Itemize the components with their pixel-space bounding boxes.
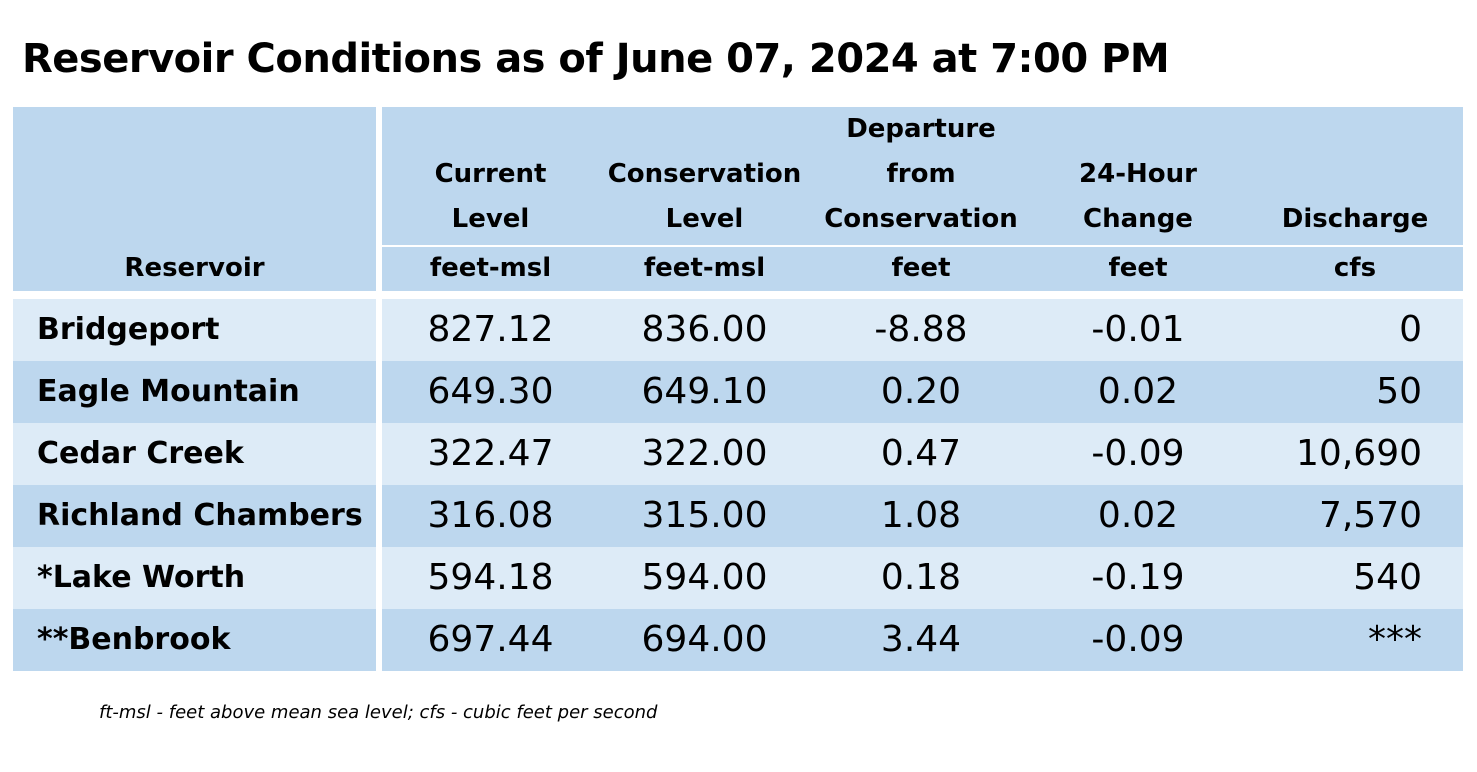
table-row: *Lake Worth 594.18 594.00 0.18 -0.19 540 bbox=[13, 547, 1463, 609]
unit-departure: feet bbox=[891, 253, 951, 283]
discharge-value: 540 bbox=[1353, 557, 1422, 598]
table-row: Bridgeport 827.12 836.00 -8.88 -0.01 0 bbox=[13, 299, 1463, 361]
header-reservoir: Reservoir bbox=[124, 253, 265, 283]
departure-value: 3.44 bbox=[880, 619, 962, 660]
conservation-level-value: 315.00 bbox=[641, 495, 768, 536]
discharge-value: 0 bbox=[1399, 309, 1422, 350]
change-value: -0.01 bbox=[1091, 309, 1185, 350]
table-row: **Benbrook 697.44 694.00 3.44 -0.09 *** bbox=[13, 609, 1463, 671]
departure-value: 0.47 bbox=[880, 433, 962, 474]
table-row: Eagle Mountain 649.30 649.10 0.20 0.02 5… bbox=[13, 361, 1463, 423]
reservoir-name: Eagle Mountain bbox=[37, 374, 300, 409]
conservation-level-value: 836.00 bbox=[641, 309, 768, 350]
departure-value: -8.88 bbox=[874, 309, 968, 350]
header-departure: Departure from Conservation bbox=[824, 114, 1018, 234]
current-level-value: 322.47 bbox=[427, 433, 554, 474]
reservoir-name: Bridgeport bbox=[37, 312, 220, 347]
departure-value: 0.20 bbox=[880, 371, 962, 412]
header-discharge: Discharge bbox=[1281, 204, 1429, 234]
conservation-level-value: 594.00 bbox=[641, 557, 768, 598]
discharge-value: 10,690 bbox=[1296, 433, 1422, 474]
discharge-value: 7,570 bbox=[1318, 495, 1422, 536]
current-level-value: 594.18 bbox=[427, 557, 554, 598]
header-unit-divider bbox=[382, 245, 1463, 247]
column-divider bbox=[376, 547, 382, 609]
unit-discharge: cfs bbox=[1333, 253, 1377, 283]
reservoir-name: **Benbrook bbox=[37, 622, 231, 657]
current-level-value: 316.08 bbox=[427, 495, 554, 536]
table-row: Cedar Creek 322.47 322.00 0.47 -0.09 10,… bbox=[13, 423, 1463, 485]
reservoir-table: Reservoir Current Level feet-msl Conserv… bbox=[13, 107, 1463, 671]
column-divider bbox=[376, 299, 382, 361]
unit-24-hour-change: feet bbox=[1108, 253, 1168, 283]
column-divider bbox=[376, 361, 382, 423]
change-value: -0.09 bbox=[1091, 433, 1185, 474]
column-divider bbox=[376, 107, 382, 291]
column-divider bbox=[376, 423, 382, 485]
column-divider bbox=[376, 609, 382, 671]
current-level-value: 827.12 bbox=[427, 309, 554, 350]
reservoir-name: Cedar Creek bbox=[37, 436, 244, 471]
departure-value: 1.08 bbox=[880, 495, 962, 536]
change-value: -0.19 bbox=[1091, 557, 1185, 598]
header-current-level: Current Level bbox=[434, 159, 547, 234]
change-value: 0.02 bbox=[1097, 371, 1179, 412]
header-24-hour-change: 24-Hour Change bbox=[1079, 159, 1197, 234]
conservation-level-value: 694.00 bbox=[641, 619, 768, 660]
reservoir-name: *Lake Worth bbox=[37, 560, 246, 595]
column-divider bbox=[376, 485, 382, 547]
table-row: Richland Chambers 316.08 315.00 1.08 0.0… bbox=[13, 485, 1463, 547]
current-level-value: 697.44 bbox=[427, 619, 554, 660]
discharge-value: *** bbox=[1368, 619, 1422, 660]
conservation-level-value: 649.10 bbox=[641, 371, 768, 412]
footnote: ft-msl - feet above mean sea level; cfs … bbox=[99, 702, 658, 723]
change-value: 0.02 bbox=[1097, 495, 1179, 536]
header-conservation-level: Conservation Level bbox=[607, 159, 802, 234]
change-value: -0.09 bbox=[1091, 619, 1185, 660]
current-level-value: 649.30 bbox=[427, 371, 554, 412]
table-header: Reservoir Current Level feet-msl Conserv… bbox=[13, 107, 1463, 291]
reservoir-name: Richland Chambers bbox=[37, 498, 363, 533]
unit-conservation-level: feet-msl bbox=[643, 253, 766, 283]
header-gap bbox=[13, 291, 1463, 299]
discharge-value: 50 bbox=[1376, 371, 1422, 412]
conservation-level-value: 322.00 bbox=[641, 433, 768, 474]
page-title: Reservoir Conditions as of June 07, 2024… bbox=[22, 36, 1170, 82]
unit-current-level: feet-msl bbox=[429, 253, 552, 283]
departure-value: 0.18 bbox=[880, 557, 962, 598]
